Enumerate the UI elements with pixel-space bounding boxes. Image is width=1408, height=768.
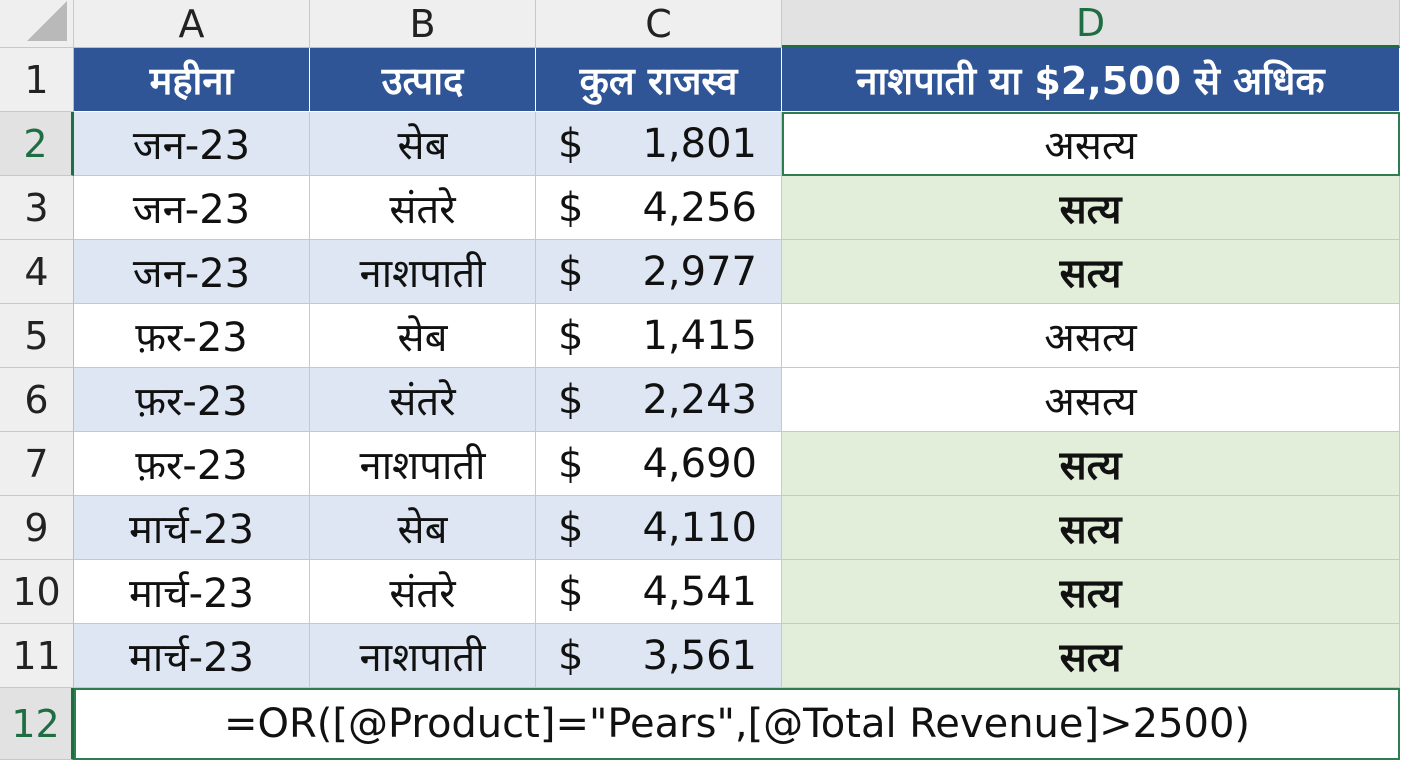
select-all-corner[interactable] <box>0 0 74 48</box>
row-header-11[interactable]: 11 <box>0 624 74 688</box>
column-header-c[interactable]: C <box>536 0 782 48</box>
cell-month[interactable]: मार्च-23 <box>74 560 310 624</box>
revenue-amount: 4,541 <box>642 568 757 615</box>
cell-revenue[interactable]: $4,110 <box>536 496 782 560</box>
cell-result[interactable]: सत्य <box>782 496 1400 560</box>
cell-month[interactable]: फ़र-23 <box>74 368 310 432</box>
column-header-d[interactable]: D <box>782 0 1400 48</box>
cell-revenue[interactable]: $1,415 <box>536 304 782 368</box>
row-header-2[interactable]: 2 <box>0 112 74 176</box>
row-header-12[interactable]: 12 <box>0 688 74 760</box>
revenue-amount: 3,561 <box>642 632 757 679</box>
row-header-7[interactable]: 7 <box>0 432 74 496</box>
revenue-amount: 2,243 <box>642 376 757 423</box>
cell-product[interactable]: नाशपाती <box>310 624 536 688</box>
currency-symbol: $ <box>558 568 584 615</box>
cell-revenue[interactable]: $4,541 <box>536 560 782 624</box>
cell-revenue[interactable]: $1,801 <box>536 112 782 176</box>
currency-symbol: $ <box>558 632 584 679</box>
revenue-amount: 4,110 <box>642 504 757 551</box>
row-header-10[interactable]: 10 <box>0 560 74 624</box>
column-header-a[interactable]: A <box>74 0 310 48</box>
table-header-result[interactable]: नाशपाती या $2,500 से अधिक <box>782 48 1400 112</box>
cell-revenue[interactable]: $2,243 <box>536 368 782 432</box>
cell-revenue[interactable]: $4,690 <box>536 432 782 496</box>
revenue-amount: 1,801 <box>642 120 757 167</box>
cell-result[interactable]: असत्य <box>782 304 1400 368</box>
row-header-6[interactable]: 6 <box>0 368 74 432</box>
cell-result[interactable]: सत्य <box>782 624 1400 688</box>
row-header-3[interactable]: 3 <box>0 176 74 240</box>
cell-result[interactable]: असत्य <box>782 112 1400 176</box>
cell-product[interactable]: सेब <box>310 112 536 176</box>
currency-symbol: $ <box>558 440 584 487</box>
table-header-revenue[interactable]: कुल राजस्व <box>536 48 782 112</box>
cell-revenue[interactable]: $4,256 <box>536 176 782 240</box>
cell-product[interactable]: सेब <box>310 304 536 368</box>
cell-revenue[interactable]: $2,977 <box>536 240 782 304</box>
currency-symbol: $ <box>558 504 584 551</box>
currency-symbol: $ <box>558 120 584 167</box>
row-header-4[interactable]: 4 <box>0 240 74 304</box>
currency-symbol: $ <box>558 184 584 231</box>
column-header-b[interactable]: B <box>310 0 536 48</box>
cell-revenue[interactable]: $3,561 <box>536 624 782 688</box>
table-header-product[interactable]: उत्पाद <box>310 48 536 112</box>
revenue-amount: 2,977 <box>642 248 757 295</box>
cell-month[interactable]: जन-23 <box>74 176 310 240</box>
currency-symbol: $ <box>558 312 584 359</box>
cell-month[interactable]: फ़र-23 <box>74 432 310 496</box>
formula-cell[interactable]: =OR([@Product]="Pears",[@Total Revenue]>… <box>74 688 1400 760</box>
cell-result[interactable]: सत्य <box>782 240 1400 304</box>
cell-result[interactable]: सत्य <box>782 560 1400 624</box>
cell-product[interactable]: नाशपाती <box>310 432 536 496</box>
cell-product[interactable]: संतरे <box>310 368 536 432</box>
cell-month[interactable]: जन-23 <box>74 240 310 304</box>
cell-product[interactable]: सेब <box>310 496 536 560</box>
cell-product[interactable]: संतरे <box>310 176 536 240</box>
revenue-amount: 4,256 <box>642 184 757 231</box>
currency-symbol: $ <box>558 248 584 295</box>
revenue-amount: 1,415 <box>642 312 757 359</box>
cell-month[interactable]: फ़र-23 <box>74 304 310 368</box>
row-header-9[interactable]: 9 <box>0 496 74 560</box>
row-header-5[interactable]: 5 <box>0 304 74 368</box>
cell-result[interactable]: सत्य <box>782 176 1400 240</box>
select-all-triangle-icon <box>27 1 67 41</box>
cell-month[interactable]: मार्च-23 <box>74 496 310 560</box>
cell-month[interactable]: मार्च-23 <box>74 624 310 688</box>
cell-product[interactable]: संतरे <box>310 560 536 624</box>
cell-product[interactable]: नाशपाती <box>310 240 536 304</box>
currency-symbol: $ <box>558 376 584 423</box>
row-header-1[interactable]: 1 <box>0 48 74 112</box>
table-header-month[interactable]: महीना <box>74 48 310 112</box>
cell-result[interactable]: असत्य <box>782 368 1400 432</box>
revenue-amount: 4,690 <box>642 440 757 487</box>
cell-result[interactable]: सत्य <box>782 432 1400 496</box>
cell-month[interactable]: जन-23 <box>74 112 310 176</box>
